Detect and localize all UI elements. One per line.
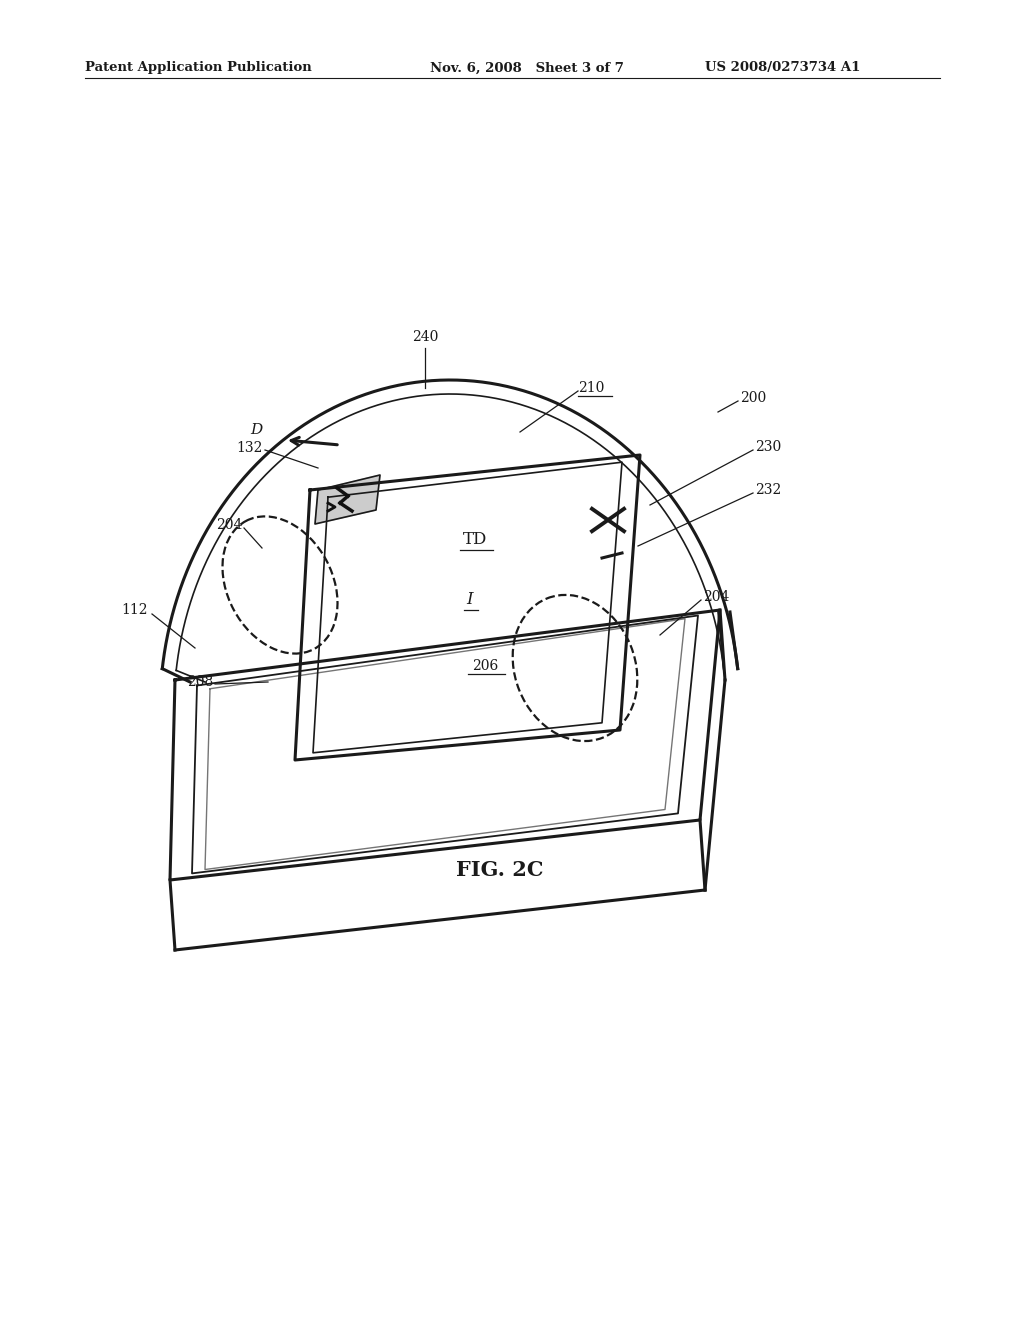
- Text: D: D: [250, 422, 262, 437]
- Text: 206: 206: [472, 659, 498, 673]
- Text: 232: 232: [755, 483, 781, 498]
- Text: 112: 112: [122, 603, 148, 616]
- Text: FIG. 2C: FIG. 2C: [457, 861, 544, 880]
- Polygon shape: [315, 475, 380, 524]
- Text: 240: 240: [412, 330, 438, 345]
- Text: 200: 200: [740, 391, 766, 405]
- Text: 132: 132: [237, 441, 263, 455]
- Text: 210: 210: [578, 381, 604, 395]
- Text: Patent Application Publication: Patent Application Publication: [85, 62, 311, 74]
- Text: US 2008/0273734 A1: US 2008/0273734 A1: [705, 62, 860, 74]
- Text: TD: TD: [463, 532, 487, 549]
- Text: 230: 230: [755, 440, 781, 454]
- Text: 204: 204: [703, 590, 729, 605]
- Text: 208: 208: [186, 675, 213, 689]
- Text: 204: 204: [216, 517, 242, 532]
- Text: Nov. 6, 2008   Sheet 3 of 7: Nov. 6, 2008 Sheet 3 of 7: [430, 62, 624, 74]
- Text: I: I: [467, 591, 473, 609]
